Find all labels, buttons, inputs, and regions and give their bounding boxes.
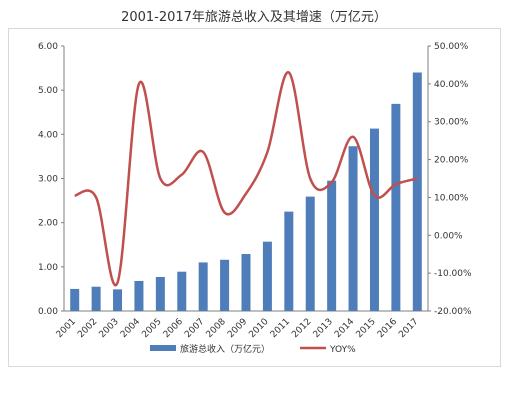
- left-tick-label: 1.00: [38, 263, 58, 273]
- x-tick-label: 2008: [205, 317, 228, 340]
- right-tick-label: 0.00%: [434, 231, 463, 241]
- x-tick-label: 2014: [333, 317, 356, 340]
- left-axis-ticks: 0.00 1.00 2.00 3.00 4.00 5.00 6.00: [38, 42, 64, 317]
- yoy-line: [74, 71, 418, 287]
- right-tick-label: -20.00%: [434, 307, 472, 317]
- bar: [327, 180, 337, 311]
- legend: 旅游总收入（万亿元） YOY%: [150, 343, 356, 355]
- right-axis-ticks: -20.00% -10.00% 0.00% 10.00% 20.00% 30.00% 40.…: [428, 42, 472, 317]
- x-tick-label: 2006: [162, 317, 185, 340]
- right-tick-label: 50.00%: [434, 42, 469, 52]
- left-tick-label: 0.00: [38, 307, 58, 317]
- legend-line-label: YOY%: [329, 345, 356, 355]
- bar: [155, 276, 165, 311]
- x-tick-label: 2005: [140, 317, 163, 340]
- x-tick-label: 2002: [76, 317, 99, 340]
- bar: [113, 289, 123, 311]
- right-tick-label: 40.00%: [434, 80, 469, 90]
- x-tick-label: 2015: [354, 317, 377, 340]
- x-tick-label: 2001: [55, 317, 78, 340]
- bar: [391, 103, 401, 311]
- left-tick-label: 5.00: [38, 86, 58, 96]
- bar: [348, 146, 358, 311]
- left-tick-label: 3.00: [38, 175, 58, 185]
- bar: [220, 259, 230, 311]
- bar: [262, 241, 272, 311]
- bar: [305, 196, 315, 311]
- bar: [70, 288, 80, 311]
- right-tick-label: -10.00%: [434, 269, 472, 279]
- x-tick-label: 2012: [290, 317, 313, 340]
- x-tick-label: 2004: [119, 317, 142, 340]
- x-tick-label: 2009: [226, 317, 249, 340]
- bar: [134, 280, 144, 311]
- x-tick-label: 2010: [247, 317, 270, 340]
- chart-title: 2001-2017年旅游总收入及其增速（万亿元）: [121, 10, 387, 25]
- x-tick-label: 2017: [397, 317, 420, 340]
- bar: [91, 286, 101, 311]
- bar: [284, 211, 294, 311]
- bar: [369, 128, 379, 311]
- x-tick-label: 2016: [376, 317, 399, 340]
- bar-series: [70, 72, 422, 311]
- left-tick-label: 4.00: [38, 130, 58, 140]
- x-tick-label: 2003: [98, 317, 121, 340]
- chart-border: [8, 28, 501, 367]
- line-series: [74, 71, 418, 287]
- right-tick-label: 30.00%: [434, 118, 469, 128]
- bar: [177, 271, 187, 311]
- x-tick-label: 2013: [312, 317, 335, 340]
- x-axis-ticks: 2001200220032004200520062007200820092010…: [55, 317, 421, 340]
- bar: [412, 72, 422, 311]
- right-tick-label: 20.00%: [434, 156, 469, 166]
- x-tick-label: 2007: [183, 317, 206, 340]
- right-tick-label: 10.00%: [434, 193, 469, 203]
- legend-bar-swatch: [150, 345, 176, 351]
- bar: [198, 262, 208, 311]
- legend-bar-label: 旅游总收入（万亿元）: [180, 343, 270, 355]
- left-tick-label: 6.00: [38, 42, 58, 52]
- bar: [241, 254, 251, 311]
- left-tick-label: 2.00: [38, 219, 58, 229]
- x-tick-label: 2011: [269, 317, 292, 340]
